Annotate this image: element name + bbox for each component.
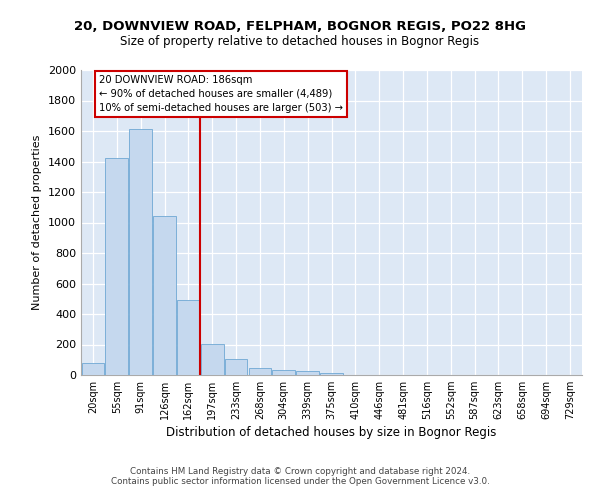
Bar (201, 344, 224, 375)
Text: Contains HM Land Registry data © Crown copyright and database right 2024.: Contains HM Land Registry data © Crown c… (130, 467, 470, 476)
Bar (320, 372, 343, 375)
Bar (225, 359, 247, 375)
Text: Contains public sector information licensed under the Open Government Licence v3: Contains public sector information licen… (110, 477, 490, 486)
Text: 20, DOWNVIEW ROAD, FELPHAM, BOGNOR REGIS, PO22 8HG: 20, DOWNVIEW ROAD, FELPHAM, BOGNOR REGIS… (74, 20, 526, 33)
Bar (272, 370, 295, 375)
Text: Size of property relative to detached houses in Bognor Regis: Size of property relative to detached ho… (121, 35, 479, 48)
Bar (248, 368, 271, 375)
Bar (153, 216, 176, 375)
Bar (82, 363, 104, 375)
Text: 20 DOWNVIEW ROAD: 186sqm
← 90% of detached houses are smaller (4,489)
10% of sem: 20 DOWNVIEW ROAD: 186sqm ← 90% of detach… (99, 74, 343, 112)
Bar (296, 371, 319, 375)
Bar (130, 130, 152, 375)
Y-axis label: Number of detached properties: Number of detached properties (32, 135, 43, 310)
Bar (106, 158, 128, 375)
X-axis label: Distribution of detached houses by size in Bognor Regis: Distribution of detached houses by size … (166, 426, 497, 440)
Bar (177, 300, 200, 375)
